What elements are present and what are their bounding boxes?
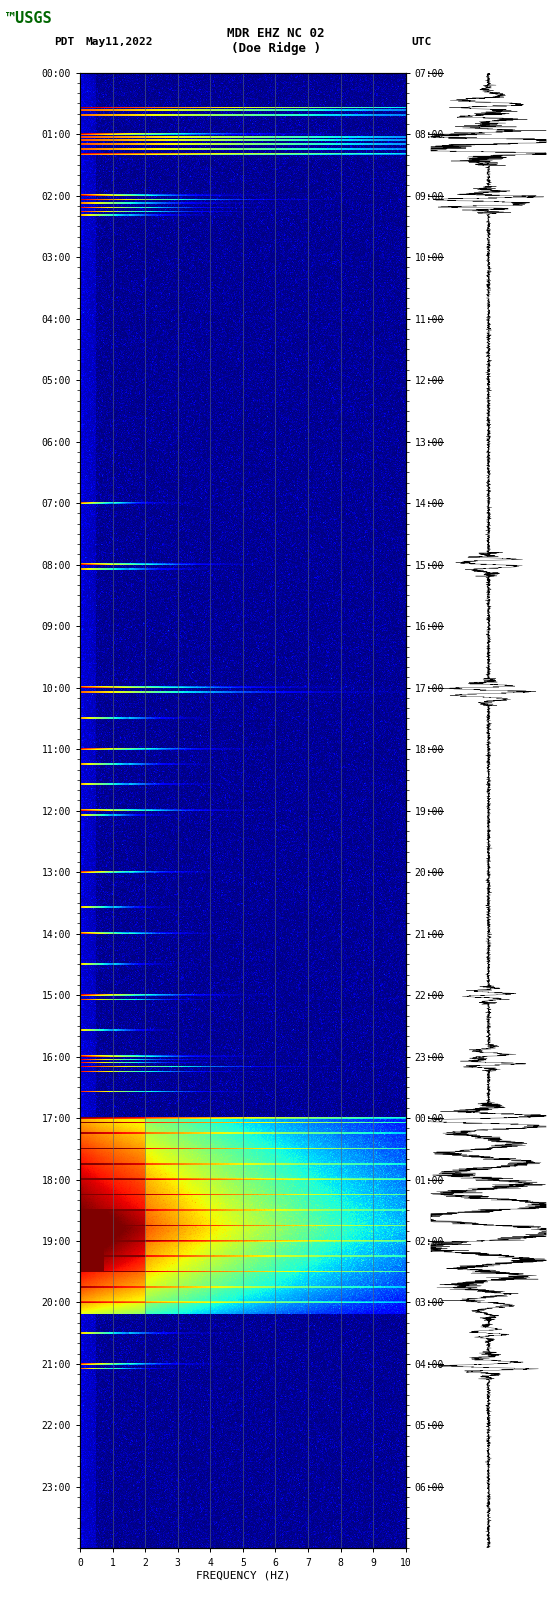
Text: UTC: UTC <box>411 37 432 47</box>
Text: PDT: PDT <box>54 37 75 47</box>
Text: MDR EHZ NC 02: MDR EHZ NC 02 <box>227 27 325 40</box>
Text: ™USGS: ™USGS <box>6 11 51 26</box>
Text: (Doe Ridge ): (Doe Ridge ) <box>231 42 321 55</box>
Text: May11,2022: May11,2022 <box>86 37 153 47</box>
X-axis label: FREQUENCY (HZ): FREQUENCY (HZ) <box>195 1571 290 1581</box>
